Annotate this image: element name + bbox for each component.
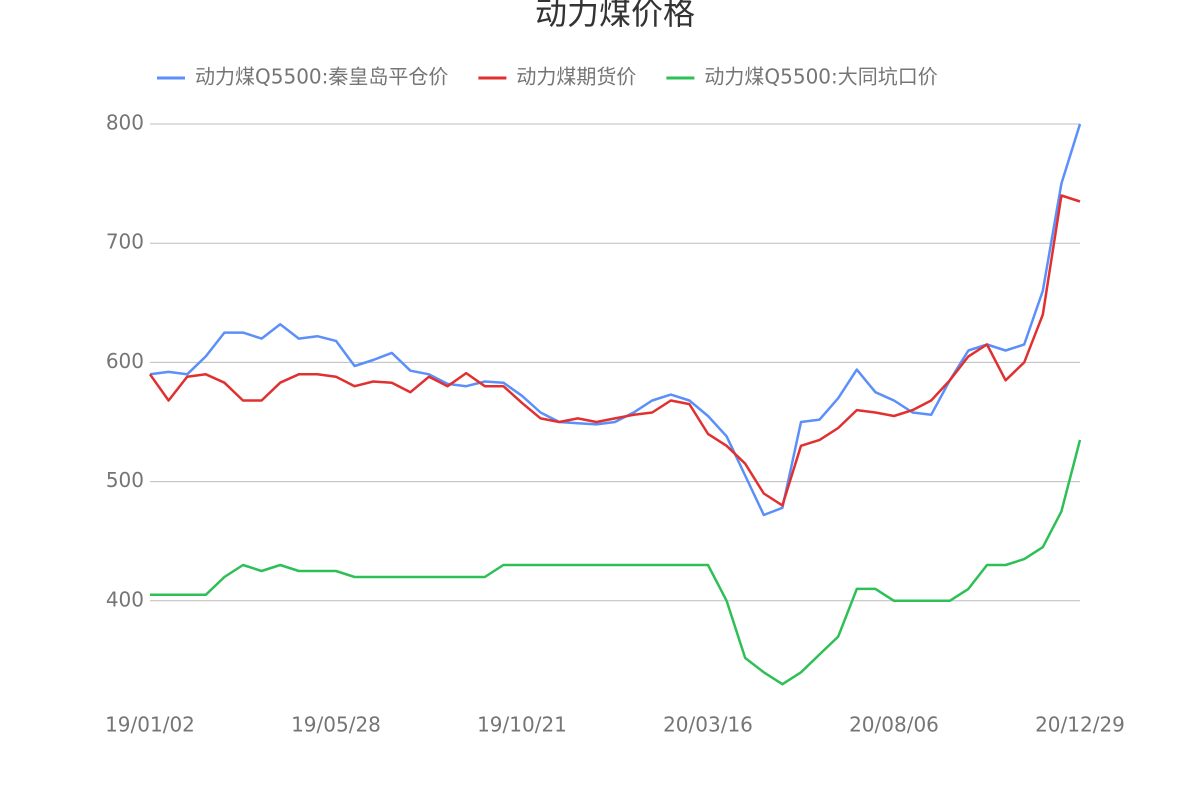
x-tick-label: 20/12/29 (1035, 713, 1125, 737)
series-line (150, 439, 1082, 686)
y-tick-label: 800 (106, 111, 144, 135)
chart-title: 动力煤价格 (535, 0, 695, 32)
x-tick-label: 19/10/21 (477, 713, 567, 737)
x-tick-label: 19/01/02 (105, 713, 195, 737)
legend-label: 动力煤期货价 (516, 65, 636, 89)
y-tick-label: 500 (106, 468, 144, 492)
legend-label: 动力煤Q5500:大同坑口价 (704, 65, 937, 89)
x-tick-label: 20/08/06 (849, 713, 939, 737)
series-line (148, 194, 1081, 507)
legend: 动力煤Q5500:秦皇岛平仓价 动力煤期货价 动力煤Q5500:大同坑口价 (157, 65, 938, 89)
y-tick-label: 700 (106, 230, 144, 254)
x-tick-label: 20/03/16 (663, 713, 753, 737)
x-tick-label: 19/05/28 (291, 713, 381, 737)
y-tick-label: 600 (106, 349, 144, 373)
series-line (149, 123, 1082, 517)
y-tick-label: 400 (106, 587, 144, 611)
legend-label: 动力煤Q5500:秦皇岛平仓价 (195, 65, 448, 89)
